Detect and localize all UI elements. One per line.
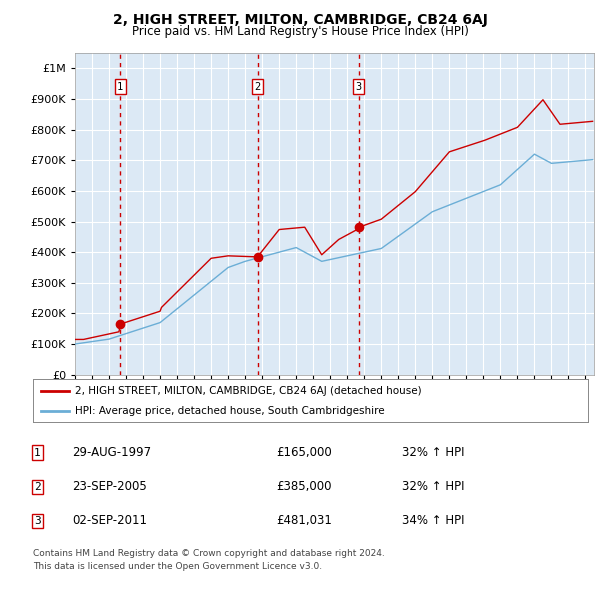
Text: £165,000: £165,000 <box>276 446 332 459</box>
Text: 2: 2 <box>254 82 261 92</box>
Text: 02-SEP-2011: 02-SEP-2011 <box>72 514 147 527</box>
Text: 23-SEP-2005: 23-SEP-2005 <box>72 480 147 493</box>
Text: 32% ↑ HPI: 32% ↑ HPI <box>402 480 464 493</box>
Text: 2: 2 <box>34 482 41 491</box>
Text: 1: 1 <box>34 448 41 457</box>
Text: 2, HIGH STREET, MILTON, CAMBRIDGE, CB24 6AJ (detached house): 2, HIGH STREET, MILTON, CAMBRIDGE, CB24 … <box>74 386 421 396</box>
Text: 29-AUG-1997: 29-AUG-1997 <box>72 446 151 459</box>
Text: £481,031: £481,031 <box>276 514 332 527</box>
Text: 3: 3 <box>34 516 41 526</box>
Text: 3: 3 <box>356 82 362 92</box>
Text: Contains HM Land Registry data © Crown copyright and database right 2024.: Contains HM Land Registry data © Crown c… <box>33 549 385 558</box>
Text: 34% ↑ HPI: 34% ↑ HPI <box>402 514 464 527</box>
Text: This data is licensed under the Open Government Licence v3.0.: This data is licensed under the Open Gov… <box>33 562 322 571</box>
Text: 32% ↑ HPI: 32% ↑ HPI <box>402 446 464 459</box>
Text: £385,000: £385,000 <box>276 480 331 493</box>
Text: HPI: Average price, detached house, South Cambridgeshire: HPI: Average price, detached house, Sout… <box>74 407 384 416</box>
Text: Price paid vs. HM Land Registry's House Price Index (HPI): Price paid vs. HM Land Registry's House … <box>131 25 469 38</box>
Text: 2, HIGH STREET, MILTON, CAMBRIDGE, CB24 6AJ: 2, HIGH STREET, MILTON, CAMBRIDGE, CB24 … <box>113 13 487 27</box>
Text: 1: 1 <box>117 82 124 92</box>
